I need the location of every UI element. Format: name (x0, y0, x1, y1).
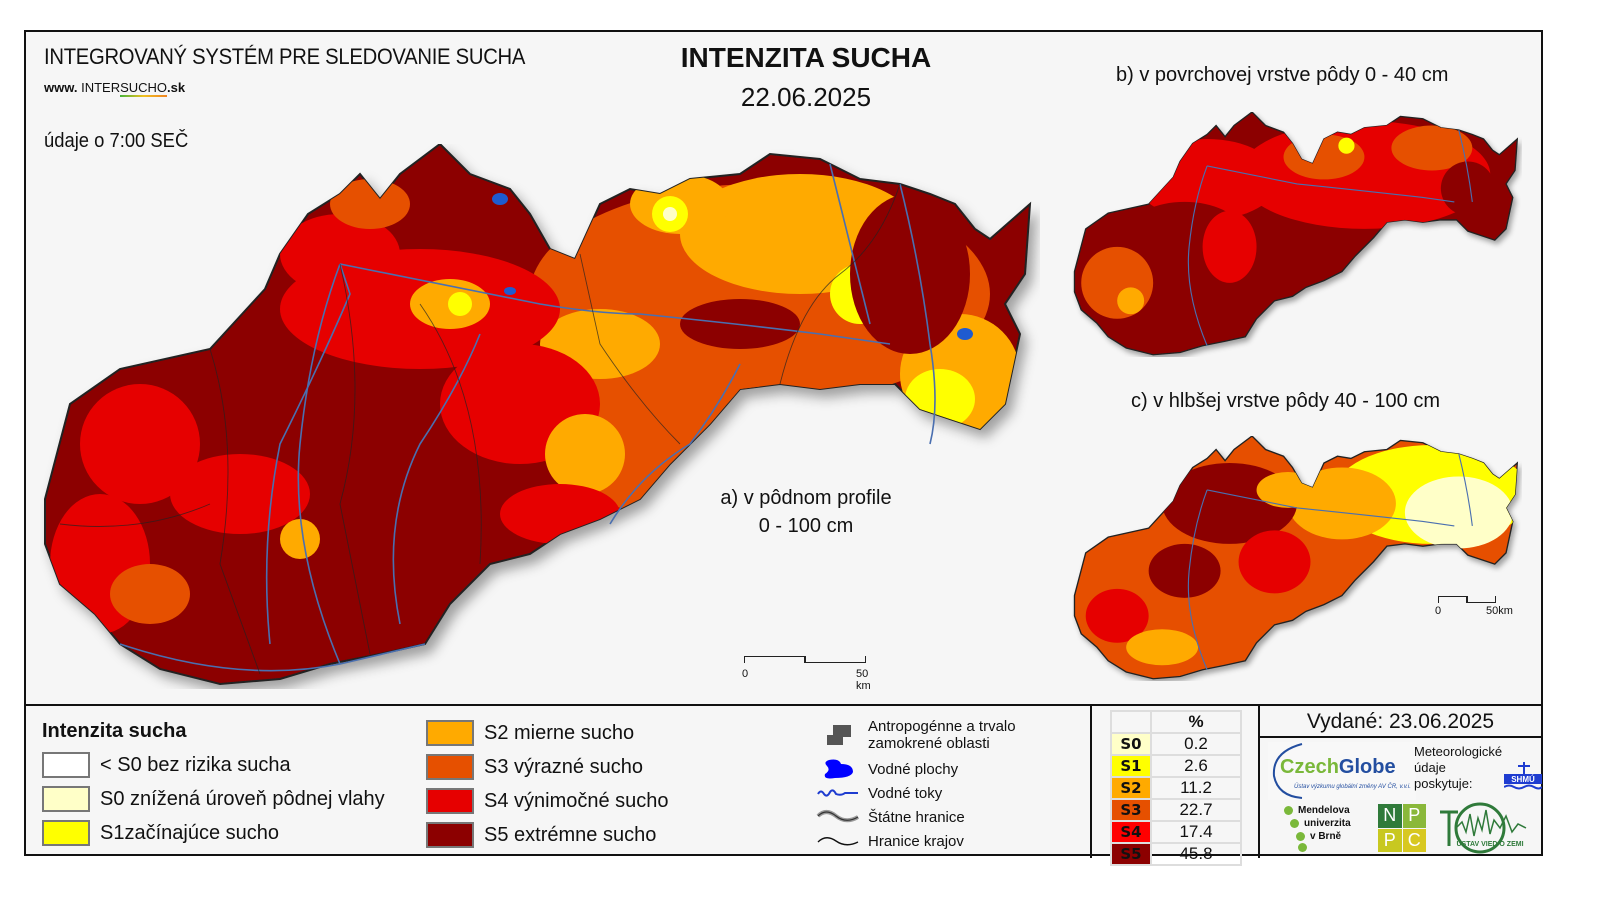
stats-row-s4: S4 17.4 (1110, 820, 1242, 844)
water-body-icon (816, 758, 860, 780)
system-title: INTEGROVANÝ SYSTÉM PRE SLEDOVANIE SUCHA (44, 44, 526, 69)
svg-text:SHMÚ: SHMÚ (1511, 775, 1535, 784)
stats-row-s1: S1 2.6 (1110, 754, 1242, 778)
shmu-logo: SHMÚ (1503, 760, 1543, 794)
legend-divider (1090, 706, 1092, 858)
svg-text:ÚSTAV VIED O ZEMI: ÚSTAV VIED O ZEMI (1456, 839, 1523, 848)
map-a-scale-bar: 0 50 km (742, 656, 874, 692)
region-border-icon (816, 830, 860, 852)
swatch-s5 (426, 822, 474, 848)
legend-symbol-river: Vodné toky (816, 782, 942, 804)
czechglobe-logo: CzechGlobe Ústav výzkumu globální změny … (1268, 742, 1416, 800)
legend-item-s1: S1začínajúce sucho (42, 820, 279, 846)
map-a-label: a) v pôdnom profile 0 - 100 cm (720, 487, 892, 537)
earth-science-institute-logo: ÚSTAV VIED O ZEMI (1430, 802, 1542, 854)
data-time: údaje o 7:00 SEČ (44, 130, 189, 152)
swatch-below-s0 (42, 752, 90, 778)
swatch-s1 (42, 820, 90, 846)
stats-header-row: % (1110, 710, 1242, 734)
legend-panel: Intenzita sucha < S0 bez rizika sucha S0… (26, 704, 1543, 866)
website-link[interactable]: www. INTERSUCHO.sk (44, 80, 186, 97)
drought-stats-table: % S0 0.2 S1 2.6 S2 11.2 S3 22.7 S4 17.4 (1110, 710, 1242, 866)
map-frame: INTEGROVANÝ SYSTÉM PRE SLEDOVANIE SUCHA … (24, 30, 1543, 866)
mendel-university-logo: Mendelova univerzita v Brně (1284, 804, 1351, 852)
legend-item-s3: S3 výrazné sucho (426, 754, 643, 780)
surface-layer-drought-map (1073, 112, 1519, 356)
legend-symbol-anthropogenic: Antropogénne a trvalo zamokrené oblasti (816, 718, 1046, 752)
legend-item-below-s0: < S0 bez rizika sucha (42, 752, 291, 778)
nppc-logo: N P P C (1378, 804, 1426, 852)
state-border-icon (816, 806, 860, 828)
swatch-s2 (426, 720, 474, 746)
legend-item-s5: S5 extrémne sucho (426, 822, 656, 848)
legend-symbol-water-body: Vodné plochy (816, 758, 958, 780)
deep-layer-drought-map (1073, 436, 1519, 680)
swatch-s3 (426, 754, 474, 780)
stats-row-s2: S2 11.2 (1110, 776, 1242, 800)
meteo-data-note: Meteorologické údaje poskytuje: (1414, 744, 1503, 791)
legend-symbol-region-border: Hranice krajov (816, 830, 964, 852)
main-title: INTENZITA SUCHA (680, 42, 932, 73)
map-c-scale-bar: 0 50km (1435, 596, 1518, 618)
legend-item-s4: S4 výnimočné sucho (426, 788, 669, 814)
stats-row-s0: S0 0.2 (1110, 732, 1242, 756)
legend-symbol-state-border: Štátne hranice (816, 806, 965, 828)
main-drought-map (44, 144, 1032, 686)
issued-date: Vydané: 23.06.2025 (1260, 710, 1541, 738)
stats-divider (1258, 706, 1260, 858)
legend-item-s0: S0 znížená úroveň pôdnej vlahy (42, 786, 385, 812)
map-b-label: b) v povrchovej vrstve pôdy 0 - 40 cm (1116, 64, 1449, 86)
legend-title: Intenzita sucha (42, 720, 187, 742)
map-c-label: c) v hlbšej vrstve pôdy 40 - 100 cm (1131, 390, 1441, 412)
stats-row-s5: S5 45.8 (1110, 842, 1242, 866)
river-icon (816, 782, 860, 804)
legend-item-s2: S2 mierne sucho (426, 720, 634, 746)
stats-row-s3: S3 22.7 (1110, 798, 1242, 822)
swatch-s0 (42, 786, 90, 812)
map-date: 22.06.2025 (740, 82, 872, 112)
swatch-s4 (426, 788, 474, 814)
anthropogenic-area-icon (816, 724, 860, 746)
